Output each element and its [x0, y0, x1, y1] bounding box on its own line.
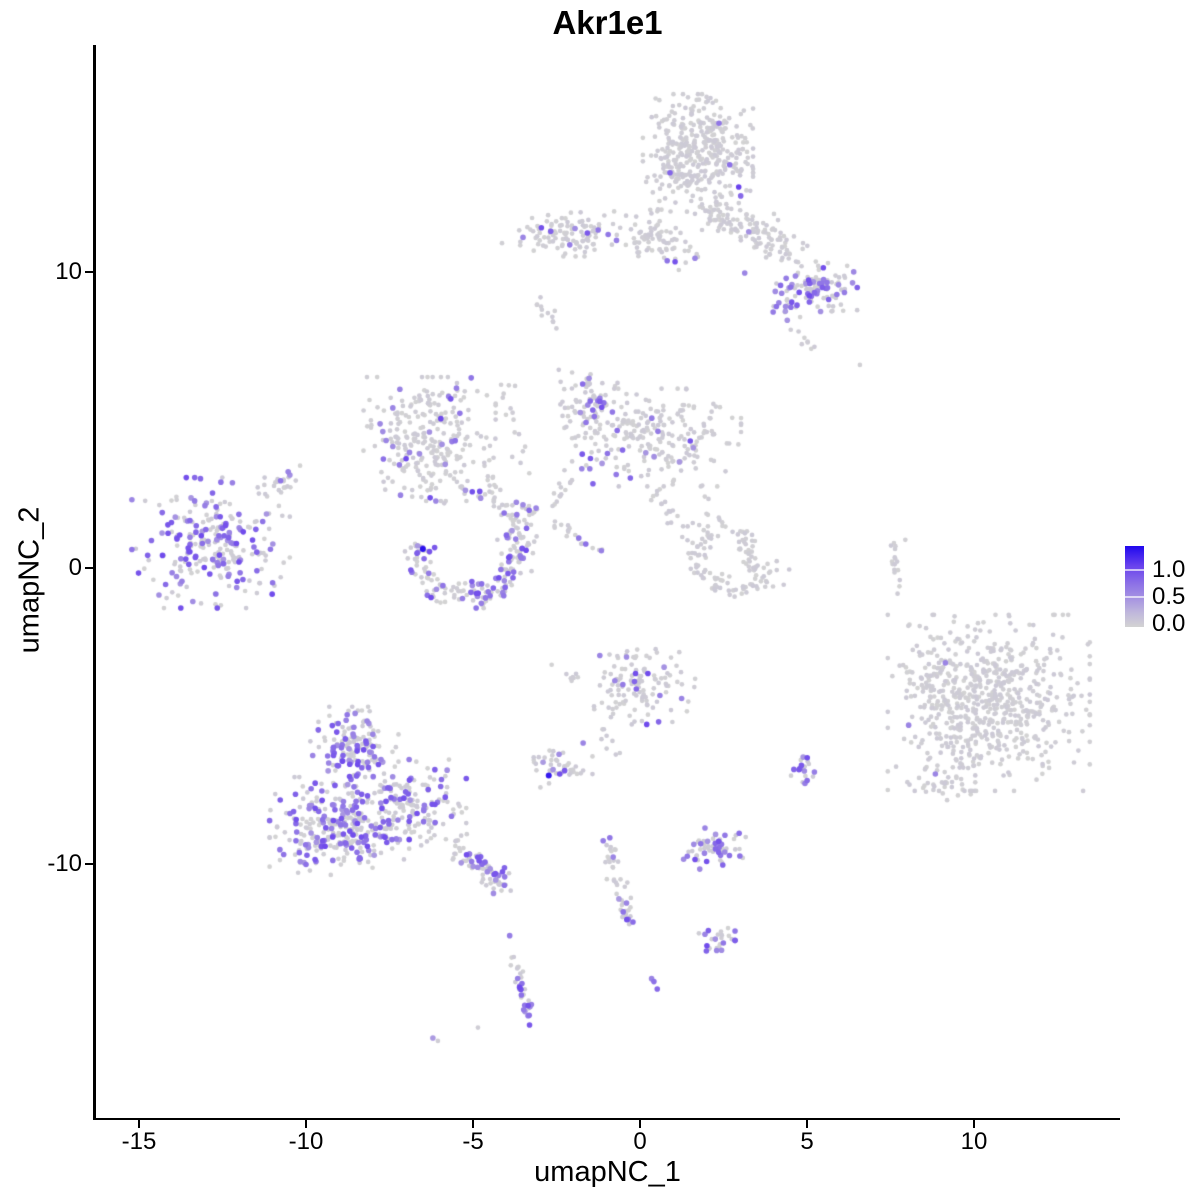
x-tick: [806, 1120, 809, 1128]
x-tick-label: 5: [800, 1128, 814, 1155]
y-tick: [85, 270, 93, 273]
y-axis-label: umapNC_2: [13, 506, 46, 654]
x-tick: [138, 1120, 141, 1128]
x-tick-label: 0: [633, 1128, 647, 1155]
x-tick: [305, 1120, 308, 1128]
x-tick: [472, 1120, 475, 1128]
legend-label-low: 0.0: [1152, 610, 1186, 637]
y-tick-label: -10: [47, 850, 82, 877]
colorbar-tick: [1125, 595, 1144, 598]
y-tick: [85, 863, 93, 866]
x-tick-label: 10: [960, 1128, 988, 1155]
legend-label-high: 1.0: [1152, 556, 1186, 583]
x-axis-line: [93, 1117, 1120, 1120]
y-tick-label: 0: [68, 554, 82, 581]
y-axis-line: [93, 45, 96, 1120]
y-tick-label: 10: [55, 258, 82, 285]
y-tick: [85, 566, 93, 569]
legend-label-mid: 0.5: [1152, 583, 1186, 610]
plot-title: Akr1e1: [552, 4, 663, 41]
expression-legend: 1.0 0.5 0.0: [1125, 546, 1200, 637]
x-tick-label: -10: [288, 1128, 324, 1155]
colorbar-tick: [1125, 568, 1144, 571]
x-tick-label: -15: [121, 1128, 157, 1155]
umap-scatter-canvas: [95, 45, 1120, 1118]
x-tick: [973, 1120, 976, 1128]
x-tick: [639, 1120, 642, 1128]
x-axis-label: umapNC_1: [534, 1156, 681, 1188]
legend-colorbar: [1125, 546, 1144, 627]
x-tick-label: -5: [462, 1128, 484, 1155]
